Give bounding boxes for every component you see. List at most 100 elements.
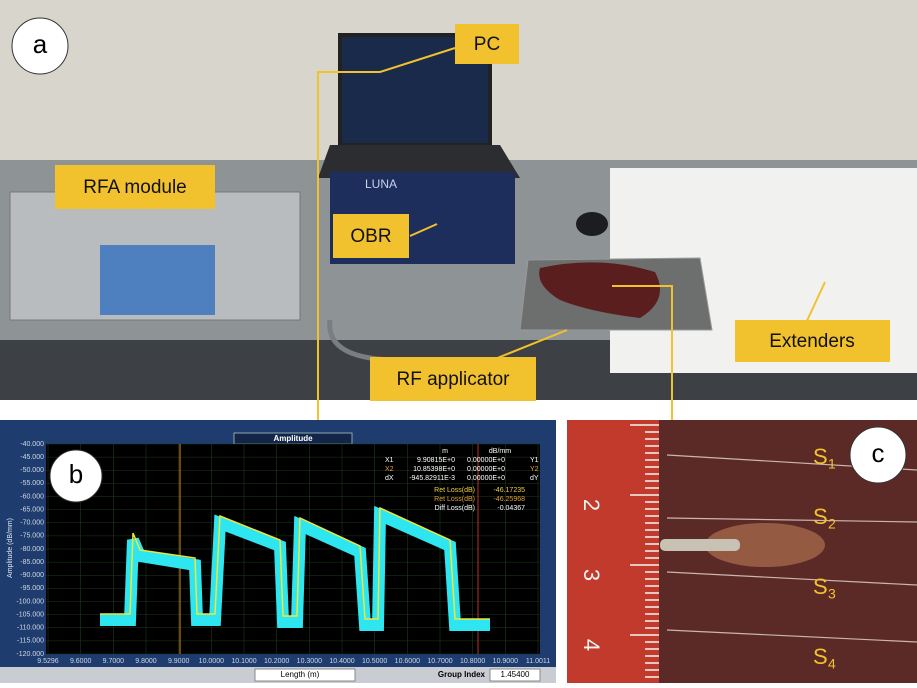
y-tick-label: -90.000 xyxy=(20,572,44,579)
x-tick-label: 9.9000 xyxy=(168,658,190,665)
readout-cell: Y1 xyxy=(530,457,539,464)
needle xyxy=(660,539,740,551)
x-tick-label: 9.7000 xyxy=(103,658,125,665)
x-tick-label: 9.6000 xyxy=(70,658,92,665)
laptop-base xyxy=(318,145,520,178)
x-tick-label: 10.6000 xyxy=(395,658,420,665)
rfa-screen xyxy=(100,245,215,315)
panel-label: b xyxy=(69,459,83,489)
x-tick-label: 10.4000 xyxy=(329,658,354,665)
readout-cell: 0.00000E+0 xyxy=(467,475,505,482)
y-tick-label: -75.000 xyxy=(20,533,44,540)
callout-box xyxy=(333,214,409,258)
callout-label: RFA module xyxy=(83,177,187,198)
section-index: 2 xyxy=(828,516,836,532)
loss-value: -46.17235 xyxy=(493,487,525,494)
section-letter: S xyxy=(813,444,828,469)
ruler-ticks xyxy=(630,424,659,678)
readout-cell: X2 xyxy=(385,466,394,473)
readout: m dB/mm X1 9.90815E+0 0.00000E+0 Y1 X2 10.85398… xyxy=(385,448,539,512)
x-tick-label: 10.0000 xyxy=(199,658,224,665)
callout-label: OBR xyxy=(350,226,391,247)
sections: S 1S 2S 3S 4 xyxy=(813,444,836,672)
ruler-number: 4 xyxy=(579,639,604,651)
panel-badge xyxy=(11,17,69,75)
group-index-box[interactable] xyxy=(489,668,541,682)
readout-cell: X1 xyxy=(385,457,394,464)
loss-label: Diff Loss(dB) xyxy=(435,505,475,512)
callout-boxes xyxy=(55,24,890,401)
y-tick-label: -65.000 xyxy=(20,506,44,513)
loss-label: Ret Loss(dB) xyxy=(434,496,475,503)
plot-b: Amplitude -40.000 -45.000 -50.000 -55.000 -6… xyxy=(0,420,556,683)
section-letter: S xyxy=(813,504,828,529)
length-dropdown[interactable] xyxy=(254,668,356,682)
readout-cell: -945.82911E-3 xyxy=(409,475,455,482)
x-tick-label: 10.7000 xyxy=(427,658,452,665)
readout-cell: 0.00000E+0 xyxy=(467,466,505,473)
y-tick-label: -95.000 xyxy=(20,585,44,592)
y-tick-label: -100.000 xyxy=(16,598,44,605)
readout-cell: 0.00000E+0 xyxy=(467,457,505,464)
plot-header: Amplitude xyxy=(273,434,313,443)
x-tick-label: 9.8000 xyxy=(135,658,157,665)
readout-cell: dY xyxy=(530,475,539,482)
x-tick-label: 9.5296 xyxy=(37,658,59,665)
section-index: 3 xyxy=(828,586,836,602)
y-tick-label: -55.000 xyxy=(20,480,44,487)
y-tick-label: -45.000 xyxy=(20,454,44,461)
readout-col: m xyxy=(442,448,448,455)
section-index: 4 xyxy=(828,656,836,672)
trace-line xyxy=(100,506,490,620)
x-tick-label: 10.8000 xyxy=(460,658,485,665)
callout-label: Extenders xyxy=(769,331,855,352)
y-axis-label: Amplitude (dB/mm) xyxy=(7,518,14,578)
callout-box xyxy=(455,24,519,64)
x-tick-label: 10.1000 xyxy=(231,658,256,665)
extenders-line xyxy=(804,281,826,326)
panel-label: a xyxy=(33,29,48,59)
ablation-zone xyxy=(705,523,825,567)
x-axis-label: Length (m) xyxy=(281,670,320,679)
ruler xyxy=(567,420,659,683)
panel-label: c xyxy=(872,438,885,468)
y-tick-label: -60.000 xyxy=(20,493,44,500)
liver-line xyxy=(612,285,673,445)
ruler-number: 2 xyxy=(579,499,604,511)
y-tick-label: -105.000 xyxy=(16,611,44,618)
readout-cell: 9.90815E+0 xyxy=(417,457,455,464)
mouse xyxy=(576,212,608,236)
y-tick-label: -120.000 xyxy=(16,651,44,658)
pc-line xyxy=(317,47,456,440)
section-letter: S xyxy=(813,644,828,669)
x-tick-label: 10.9000 xyxy=(493,658,518,665)
obr-line xyxy=(409,223,438,237)
y-tick-label: -85.000 xyxy=(20,559,44,566)
callout-box xyxy=(735,320,890,362)
x-tick-label: 11.0011 xyxy=(526,658,550,665)
callout-box xyxy=(55,165,215,209)
y-tick-label: -80.000 xyxy=(20,546,44,553)
readout-cell: Y2 xyxy=(530,466,539,473)
panel-badge xyxy=(849,426,907,484)
x-tick-label: 10.2000 xyxy=(264,658,289,665)
photo-c: S 1S 2S 3S 4 c xyxy=(567,420,917,683)
x-tick-label: 10.3000 xyxy=(297,658,322,665)
readout-col: dB/mm xyxy=(489,448,511,455)
panel-badge xyxy=(49,449,103,503)
group-index-label: Group Index xyxy=(438,670,486,679)
photo-a: LUNA PC RFA module OBR RF applicator Ext… xyxy=(0,0,917,468)
loss-value: -46.25968 xyxy=(493,496,525,503)
y-tick-label: -50.000 xyxy=(20,467,44,474)
loss-value: -0.04367 xyxy=(497,505,525,512)
section-letter: S xyxy=(813,574,828,599)
callout-label: PC xyxy=(474,34,500,55)
liver xyxy=(539,262,660,318)
group-index-value: 1.45400 xyxy=(501,670,530,679)
callout-label: RF applicator xyxy=(397,369,511,390)
y-tick-label: -40.000 xyxy=(20,441,44,448)
loss-label: Ret Loss(dB) xyxy=(434,487,475,494)
ruler-number: 3 xyxy=(579,569,604,581)
y-tick-label: -110.000 xyxy=(17,625,44,632)
